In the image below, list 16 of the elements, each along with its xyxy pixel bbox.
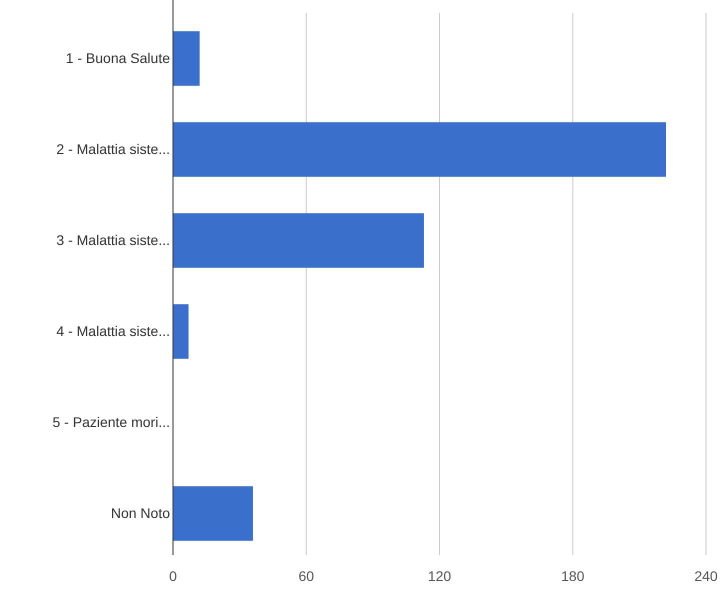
y-tick-label: 2 - Malattia siste... <box>56 140 170 157</box>
y-tick-label: 4 - Malattia siste... <box>56 322 170 339</box>
x-tick-label: 240 <box>694 568 718 584</box>
bar <box>173 213 424 268</box>
bar <box>173 31 200 86</box>
x-tick-label: 120 <box>428 568 452 584</box>
x-tick-label: 180 <box>561 568 585 584</box>
bar <box>173 486 253 541</box>
bar <box>173 122 666 177</box>
y-tick-label: Non Noto <box>110 504 170 521</box>
bar <box>173 304 189 359</box>
y-tick-label: 3 - Malattia siste... <box>56 232 170 248</box>
x-tick-label: 60 <box>298 568 314 584</box>
y-tick-label: 5 - Paziente mori... <box>52 414 170 430</box>
y-tick-label: 1 - Buona Salute <box>66 50 170 66</box>
x-tick-label: 0 <box>169 568 178 584</box>
